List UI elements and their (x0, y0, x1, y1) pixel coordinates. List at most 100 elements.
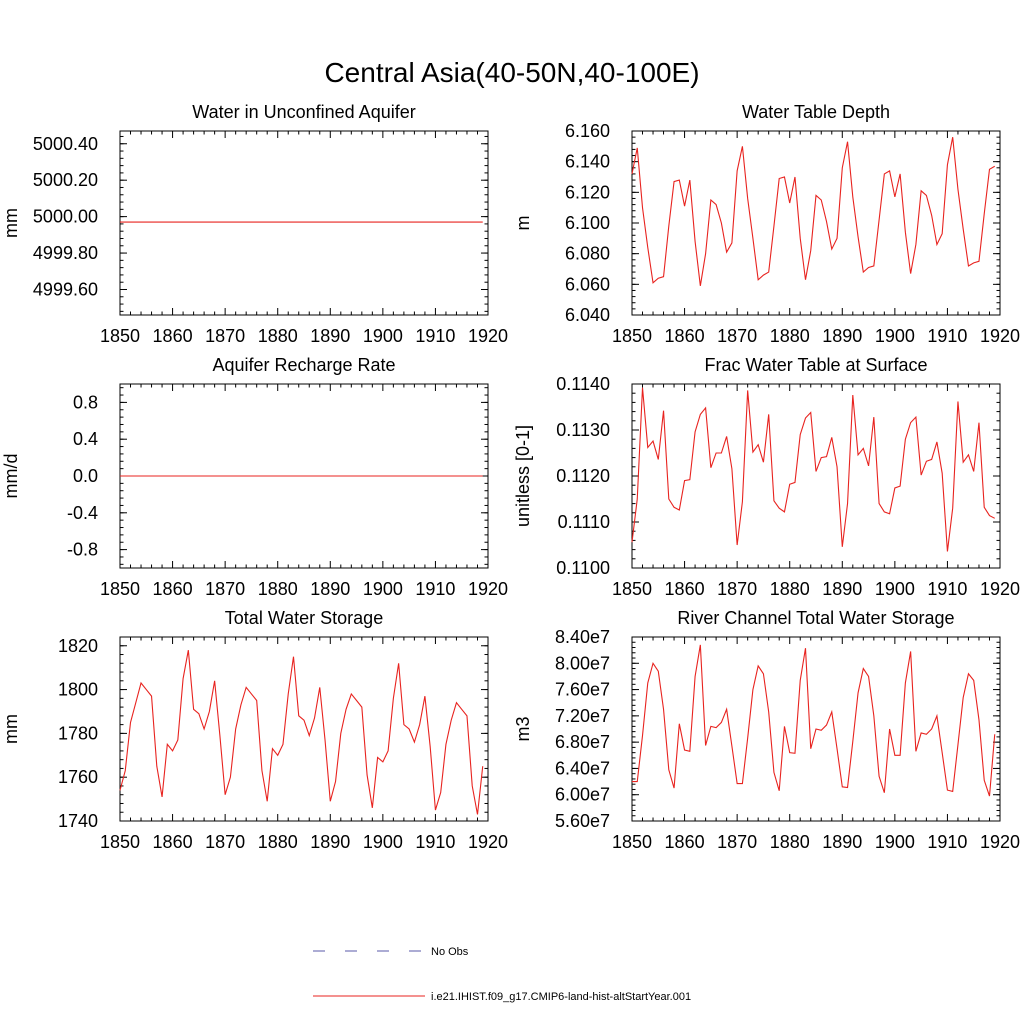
panel-title: Aquifer Recharge Rate (212, 355, 395, 375)
x-tick-label: 1870 (717, 579, 757, 599)
x-tick-label: 1870 (205, 579, 245, 599)
series-line (632, 644, 996, 797)
x-tick-label: 1860 (153, 326, 193, 346)
panel-title: Water Table Depth (742, 102, 890, 122)
plot-frame (631, 383, 1001, 569)
plot-frame (119, 130, 489, 316)
y-tick-label: 0.1120 (556, 466, 610, 486)
panel-total-water-storage: Total Water Storage mm 1850 1860 1870 1880 189… (1, 608, 508, 852)
y-tick-label: 5.60e7 (555, 811, 610, 831)
x-tick-label: 1880 (258, 832, 298, 852)
y-tick-label: 7.60e7 (555, 680, 610, 700)
y-tick-label: 0.8 (73, 392, 98, 412)
y-axis-label: mm (1, 714, 21, 744)
x-tick-label: 1850 (612, 579, 652, 599)
y-tick-label: 4999.60 (33, 279, 98, 299)
x-tick-label: 1870 (205, 832, 245, 852)
x-tick-label: 1900 (875, 326, 915, 346)
x-tick-label: 1910 (415, 832, 455, 852)
y-tick-label: 6.120 (565, 182, 610, 202)
x-tick-label: 1870 (717, 832, 757, 852)
chart-panels: Water in Unconfined Aquifer mm 1850 1860 187… (1, 102, 1020, 852)
panel-river-channel-total-water-storage: River Channel Total Water Storage m3 1850 1… (513, 608, 1020, 852)
y-tick-label: 0.1140 (556, 374, 610, 394)
panel-title: Total Water Storage (225, 608, 383, 628)
x-tick-label: 1850 (100, 832, 140, 852)
x-tick-label: 1880 (258, 579, 298, 599)
y-tick-label: 0.1110 (558, 512, 610, 532)
x-tick-label: 1910 (415, 326, 455, 346)
x-tick-label: 1880 (770, 326, 810, 346)
x-tick-label: 1850 (612, 326, 652, 346)
series-line (119, 650, 484, 815)
x-tick-label: 1910 (415, 579, 455, 599)
y-tick-label: 1800 (58, 680, 98, 700)
legend-run-label: i.e21.IHIST.f09_g17.CMIP6-land-hist-altS… (431, 991, 691, 1003)
x-tick-label: 1920 (980, 832, 1020, 852)
y-axis-label: m (513, 216, 533, 231)
y-tick-label: 1780 (58, 723, 98, 743)
y-tick-label: 7.20e7 (555, 706, 610, 726)
y-tick-label: 6.100 (565, 213, 610, 233)
x-tick-label: 1890 (822, 579, 862, 599)
x-tick-label: 1900 (363, 579, 403, 599)
y-tick-label: 1760 (58, 767, 98, 787)
panel-title: Frac Water Table at Surface (704, 355, 927, 375)
plot-frame (631, 130, 1001, 316)
page-title: Central Asia(40-50N,40-100E) (324, 57, 699, 88)
series-line (631, 387, 995, 552)
panel-frac-water-table-at-surface: Frac Water Table at Surface unitless [0-1… (513, 355, 1020, 599)
x-tick-label: 1890 (822, 832, 862, 852)
x-tick-label: 1870 (205, 326, 245, 346)
legend: No Obs i.e21.IHIST.f09_g17.CMIP6-land-hi… (313, 946, 691, 1003)
y-axis-label: mm/d (1, 454, 21, 499)
y-tick-label: 0.4 (73, 429, 98, 449)
x-tick-label: 1860 (153, 579, 193, 599)
x-tick-label: 1880 (770, 579, 810, 599)
y-tick-label: 6.160 (565, 121, 610, 141)
y-tick-label: 6.140 (565, 152, 610, 172)
x-tick-label: 1880 (770, 832, 810, 852)
x-tick-label: 1920 (468, 579, 508, 599)
x-tick-label: 1850 (100, 326, 140, 346)
y-tick-label: 1820 (58, 636, 98, 656)
x-tick-label: 1870 (717, 326, 757, 346)
x-tick-label: 1860 (665, 832, 705, 852)
x-tick-label: 1900 (363, 832, 403, 852)
x-tick-label: 1860 (665, 579, 705, 599)
x-tick-label: 1900 (875, 832, 915, 852)
y-tick-label: -0.4 (67, 503, 98, 523)
x-tick-label: 1920 (980, 326, 1020, 346)
y-tick-label: 8.40e7 (555, 627, 610, 647)
y-tick-label: 6.080 (565, 244, 610, 264)
x-tick-label: 1890 (822, 326, 862, 346)
y-axis-label: unitless [0-1] (513, 425, 533, 527)
x-tick-label: 1890 (310, 579, 350, 599)
x-tick-label: 1860 (665, 326, 705, 346)
x-tick-label: 1850 (612, 832, 652, 852)
y-tick-label: 5000.20 (33, 170, 98, 190)
y-tick-label: -0.8 (67, 540, 98, 560)
y-tick-label: 0.0 (73, 466, 98, 486)
x-tick-label: 1900 (363, 326, 403, 346)
y-tick-label: 8.00e7 (555, 653, 610, 673)
panel-aquifer-recharge-rate: Aquifer Recharge Rate mm/d 1850 1860 1870 188… (1, 355, 508, 599)
x-tick-label: 1910 (927, 832, 967, 852)
plot-frame (119, 636, 489, 822)
y-tick-label: 0.1100 (556, 558, 610, 578)
y-axis-label: m3 (513, 716, 533, 741)
x-tick-label: 1890 (310, 326, 350, 346)
y-tick-label: 5000.00 (33, 207, 98, 227)
y-tick-label: 6.00e7 (555, 785, 610, 805)
y-tick-label: 6.40e7 (555, 758, 610, 778)
x-tick-label: 1910 (927, 326, 967, 346)
y-tick-label: 5000.40 (33, 134, 98, 154)
y-tick-label: 6.060 (565, 274, 610, 294)
y-tick-label: 4999.80 (33, 243, 98, 263)
x-tick-label: 1890 (310, 832, 350, 852)
panel-title: River Channel Total Water Storage (677, 608, 954, 628)
x-tick-label: 1920 (468, 832, 508, 852)
y-tick-label: 0.1130 (556, 420, 610, 440)
y-tick-label: 6.80e7 (555, 732, 610, 752)
